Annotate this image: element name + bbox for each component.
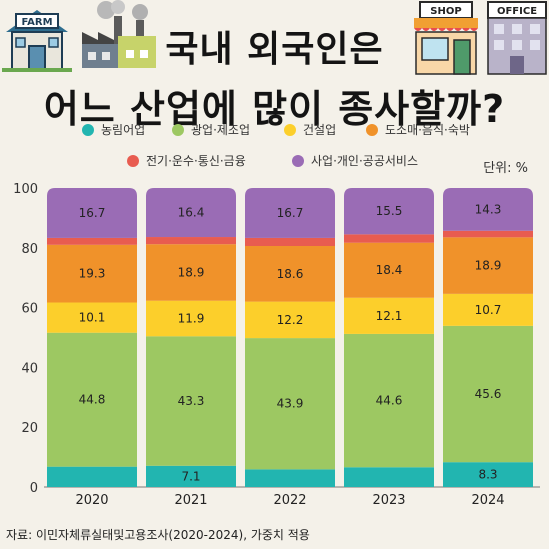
bar-segment-2024-5 xyxy=(443,188,533,231)
office-illustration: OFFICE xyxy=(487,1,547,75)
bar-segment-2024-2 xyxy=(443,293,533,326)
bar-segment-2022-0 xyxy=(245,469,335,487)
data-label-2021-5: 16.4 xyxy=(178,206,205,220)
bar-segment-2021-4 xyxy=(146,237,236,245)
bar-segment-2020-2 xyxy=(47,302,137,333)
bar-segment-2024-3 xyxy=(443,237,533,294)
source-note: 자료: 이민자체류실태및고용조사(2020-2024), 가중치 적용 xyxy=(6,528,310,542)
y-tick-1: 20 xyxy=(21,421,38,436)
x-tick-2020: 2020 xyxy=(75,493,108,508)
farm-building-illustration: FARM xyxy=(2,10,72,72)
chart-title-line1: 국내 외국인은 xyxy=(165,29,384,70)
legend-label-0: 농림어업 xyxy=(101,123,145,137)
data-label-2021-0: 7.1 xyxy=(181,469,200,483)
data-label-2024-3: 18.9 xyxy=(475,259,502,273)
x-tick-2023: 2023 xyxy=(372,493,405,508)
data-label-2020-3: 19.3 xyxy=(79,267,106,281)
farm-sign: FARM xyxy=(21,17,52,28)
data-label-2023-5: 15.5 xyxy=(376,204,403,218)
bar-segment-2022-2 xyxy=(245,301,335,339)
factory-illustration xyxy=(82,0,156,68)
data-label-2024-2: 10.7 xyxy=(475,303,502,317)
data-label-2023-2: 12.1 xyxy=(376,309,403,323)
bar-segment-2023-4 xyxy=(344,234,434,243)
bar-segment-2020-1 xyxy=(47,332,137,467)
y-tick-0: 0 xyxy=(30,481,38,496)
bar-segment-2024-0 xyxy=(443,462,533,487)
bar-segment-2021-1 xyxy=(146,336,236,466)
bar-segment-2021-2 xyxy=(146,300,236,337)
data-label-2020-1: 44.8 xyxy=(79,393,106,407)
bar-segment-2020-3 xyxy=(47,244,137,303)
office-sign: OFFICE xyxy=(497,6,537,17)
bar-segment-2023-5 xyxy=(344,188,434,235)
bar-segment-2022-5 xyxy=(245,188,335,238)
shop-illustration: SHOP xyxy=(414,1,478,75)
shop-sign: SHOP xyxy=(430,6,461,17)
x-tick-2024: 2024 xyxy=(471,493,504,508)
data-label-2022-5: 16.7 xyxy=(277,206,304,220)
legend-swatch-5 xyxy=(292,155,304,167)
bar-segment-2021-3 xyxy=(146,244,236,301)
bar-segment-2023-2 xyxy=(344,297,434,334)
x-tick-2022: 2022 xyxy=(273,493,306,508)
data-label-2021-2: 11.9 xyxy=(178,312,205,326)
legend-label-5: 사업·개인·공공서비스 xyxy=(311,154,418,168)
data-label-2023-3: 18.4 xyxy=(376,263,403,277)
x-tick-2021: 2021 xyxy=(174,493,207,508)
bar-segment-2024-4 xyxy=(443,230,533,238)
y-tick-5: 100 xyxy=(13,182,38,197)
y-tick-3: 60 xyxy=(21,302,38,317)
legend-label-1: 광업·제조업 xyxy=(191,123,250,137)
data-label-2022-3: 18.6 xyxy=(277,267,304,281)
legend-swatch-2 xyxy=(284,124,296,136)
data-label-2022-1: 43.9 xyxy=(277,397,304,411)
data-label-2024-5: 14.3 xyxy=(475,202,502,216)
legend-swatch-4 xyxy=(127,155,139,167)
data-label-2020-2: 10.1 xyxy=(79,311,106,325)
legend-label-2: 건설업 xyxy=(303,123,336,137)
y-tick-4: 80 xyxy=(21,242,38,257)
bar-segment-2020-4 xyxy=(47,237,137,245)
bar-segment-2020-5 xyxy=(47,188,137,238)
chart-title-line2: 어느 산업에 많이 종사할까? xyxy=(43,87,506,131)
y-tick-2: 40 xyxy=(21,361,38,376)
data-label-2021-3: 18.9 xyxy=(178,265,205,279)
legend-swatch-3 xyxy=(366,124,378,136)
data-label-2023-1: 44.6 xyxy=(376,394,403,408)
bar-segment-2023-1 xyxy=(344,333,434,468)
legend-label-4: 전기·운수·통신·금융 xyxy=(146,154,246,168)
bar-segment-2021-5 xyxy=(146,188,236,238)
legend-swatch-0 xyxy=(82,124,94,136)
legend-label-3: 도소매·음식·숙박 xyxy=(385,123,470,137)
bar-segment-2022-3 xyxy=(245,246,335,302)
bar-segment-2023-3 xyxy=(344,242,434,298)
legend-swatch-1 xyxy=(172,124,184,136)
data-label-2021-1: 43.3 xyxy=(178,394,205,408)
bar-segment-2021-0 xyxy=(146,465,236,487)
data-label-2024-0: 8.3 xyxy=(478,468,497,482)
unit-label: 단위: % xyxy=(483,161,528,176)
bar-segment-2023-0 xyxy=(344,467,434,487)
bar-segment-2020-0 xyxy=(47,466,137,487)
data-label-2020-5: 16.7 xyxy=(79,206,106,220)
bar-segment-2022-4 xyxy=(245,237,335,247)
bar-segment-2022-1 xyxy=(245,338,335,470)
data-label-2022-2: 12.2 xyxy=(277,313,304,327)
bar-segment-2024-1 xyxy=(443,325,533,463)
data-label-2024-1: 45.6 xyxy=(475,387,502,401)
